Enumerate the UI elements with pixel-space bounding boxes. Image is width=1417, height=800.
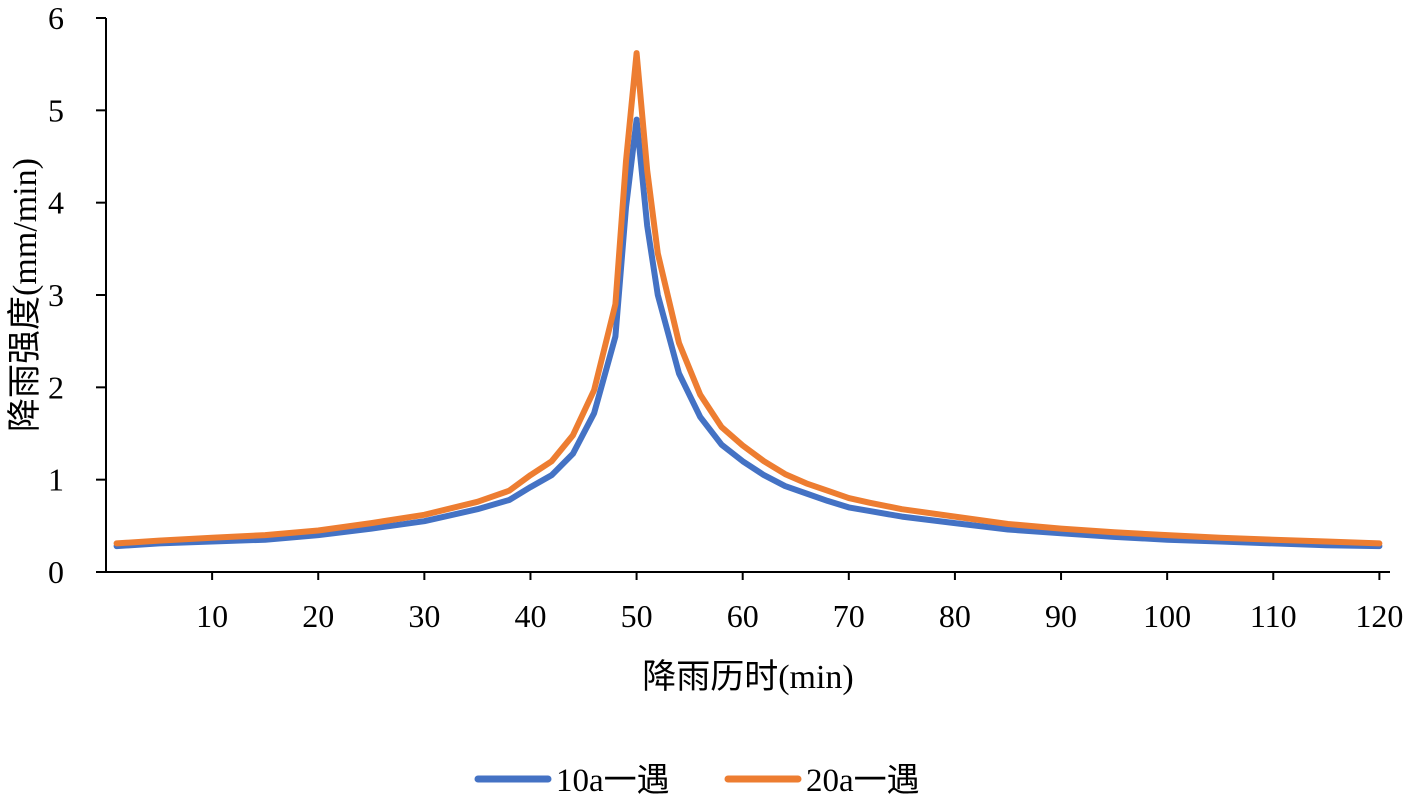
y-tick-label: 6 (48, 0, 64, 36)
x-tick-label: 90 (1045, 598, 1077, 634)
x-tick-label: 10 (196, 598, 228, 634)
axes (105, 18, 1390, 573)
y-tick-label: 2 (48, 369, 64, 405)
x-tick-label: 50 (621, 598, 653, 634)
series-lines (113, 50, 1383, 550)
x-tick-label: 20 (302, 598, 334, 634)
x-axis-title: 降雨历时(min) (642, 658, 854, 696)
x-tick-label: 70 (833, 598, 865, 634)
x-tick-label: 60 (727, 598, 759, 634)
y-tick-label: 1 (48, 462, 64, 498)
series-line-20a (113, 50, 1383, 547)
x-tick-label: 100 (1143, 598, 1191, 634)
legend: 10a一遇 20a一遇 (474, 763, 920, 799)
y-tick-label: 5 (48, 92, 64, 128)
ticks: 0 1 2 3 4 5 6 10 20 30 40 50 60 70 80 90 100 110 120 (48, 0, 1403, 634)
x-tick-label: 120 (1355, 598, 1403, 634)
series-line-10a (113, 116, 1383, 550)
legend-item-10a[interactable]: 10a一遇 (474, 763, 670, 799)
x-tick-label: 110 (1250, 598, 1297, 634)
y-tick-label: 4 (48, 185, 64, 221)
x-tick-label: 30 (408, 598, 440, 634)
y-tick-label: 0 (48, 554, 64, 590)
legend-item-20a[interactable]: 20a一遇 (724, 763, 920, 799)
x-tick-label: 80 (939, 598, 971, 634)
y-axis-title: 降雨强度(mm/min) (6, 158, 44, 432)
y-tick-label: 3 (48, 277, 64, 313)
legend-label-10a: 10a一遇 (556, 763, 670, 799)
x-tick-label: 40 (514, 598, 546, 634)
legend-label-20a: 20a一遇 (806, 763, 920, 799)
